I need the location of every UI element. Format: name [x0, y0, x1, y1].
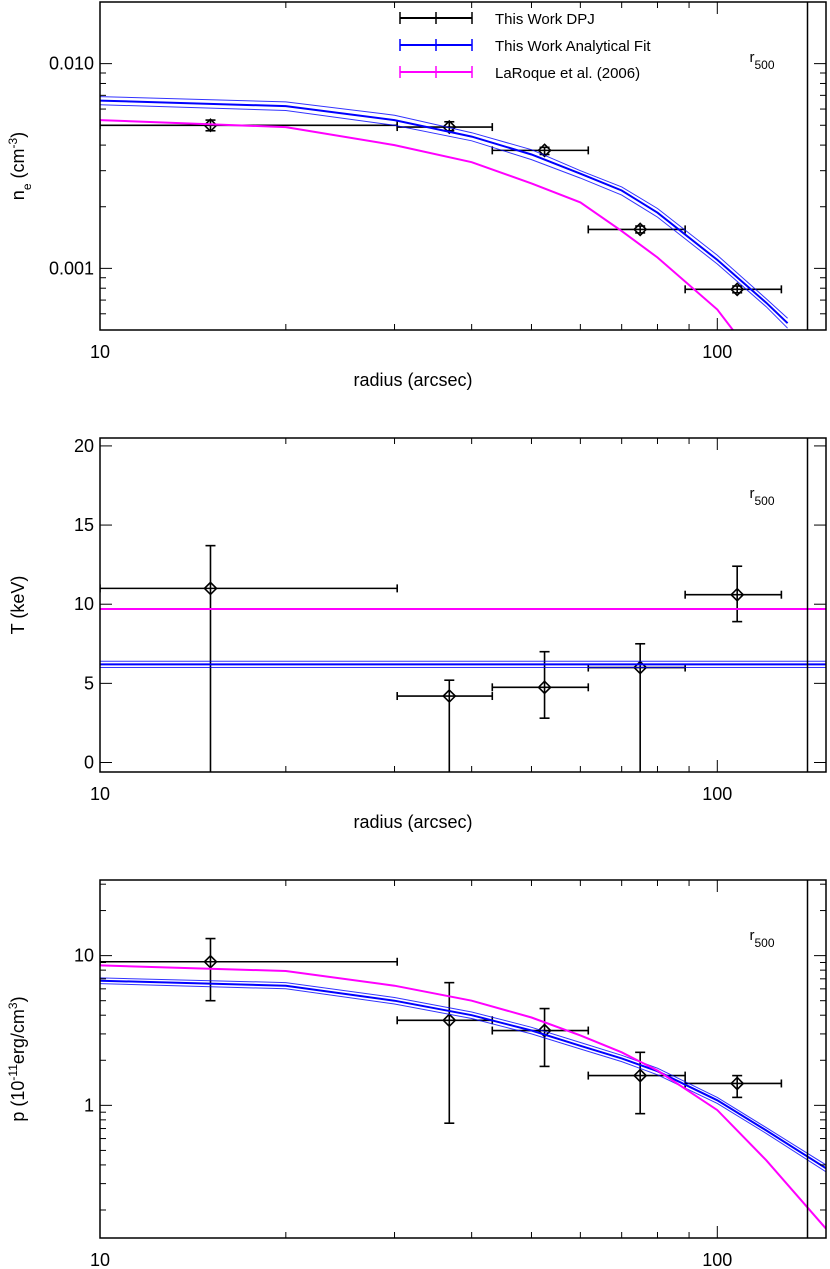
marker	[730, 282, 745, 297]
x-tick-label: 10	[90, 1250, 110, 1269]
model-line	[100, 979, 826, 1170]
y-tick-label: 10	[74, 594, 94, 614]
marker	[537, 143, 552, 158]
marker	[633, 1068, 648, 1083]
y-axis-label-part: (cm	[8, 148, 28, 183]
fit-band-lower	[100, 983, 826, 1173]
plot-frame	[99, 1, 827, 331]
y-axis-label-part: -11	[6, 1064, 20, 1081]
y-axis-label-part: p (10	[8, 1081, 28, 1122]
x-tick-label: 100	[702, 1250, 732, 1269]
x-tick-label: 100	[702, 784, 732, 804]
y-axis-label-part: )	[8, 996, 28, 1002]
y-tick-label: 0	[84, 753, 94, 773]
plot-frame	[99, 879, 827, 1239]
y-tick-label: 20	[74, 436, 94, 456]
x-tick-label: 10	[90, 342, 110, 362]
model-line	[100, 119, 734, 330]
marker	[633, 660, 648, 675]
marker	[442, 119, 457, 135]
y-axis-label-part: -3	[6, 137, 20, 148]
x-axis-label: radius (arcsec)	[353, 812, 472, 832]
r500-label-part: 500	[755, 58, 775, 72]
r500-label: r500	[750, 49, 775, 72]
y-tick-label: 0.001	[49, 258, 94, 278]
r500-label-part: r	[750, 49, 755, 66]
panel: 10 100 0.001 0.010 r500 radius (arcsec) ne (cm…	[6, 1, 827, 390]
panel: 10 100 0 5 10 15 20 r500 radius (arcsec) T (keV)	[8, 436, 827, 832]
y-axis-label: T (keV)	[8, 576, 28, 635]
x-axis-label: radius (arcsec)	[353, 370, 472, 390]
plot-area	[100, 937, 826, 1230]
model-line	[100, 99, 789, 324]
data-point	[491, 1007, 590, 1068]
y-tick-label: 15	[74, 515, 94, 535]
legend-label: This Work Analytical Fit	[495, 38, 651, 55]
y-axis-label-part: e	[20, 183, 34, 190]
data-point	[396, 981, 494, 1124]
marker	[633, 222, 648, 237]
y-axis-label-part: )	[8, 132, 28, 138]
r500-label-part: 500	[755, 494, 775, 508]
r500-label-part: 500	[755, 936, 775, 950]
r500-label-part: r	[750, 485, 755, 502]
y-tick-label: 10	[74, 946, 94, 966]
data-point	[396, 679, 494, 772]
legend-label: This Work DPJ	[495, 11, 595, 28]
y-axis-label-part: erg/cm	[8, 1009, 28, 1064]
data-point	[587, 222, 686, 237]
plot-area	[100, 544, 826, 772]
marker	[442, 1013, 457, 1028]
data-point	[587, 1051, 686, 1115]
data-point	[100, 544, 398, 772]
data-point	[491, 650, 590, 719]
x-tick-label: 100	[702, 342, 732, 362]
legend-label: LaRoque et al. (2006)	[495, 65, 640, 82]
y-tick-label: 0.010	[49, 54, 94, 74]
marker	[203, 581, 218, 596]
marker	[442, 688, 457, 704]
y-tick-label: 5	[84, 673, 94, 693]
fit-band-upper	[100, 96, 788, 319]
data-point	[491, 143, 590, 158]
x-tick-label: 10	[90, 784, 110, 804]
data-point	[684, 282, 783, 297]
marker	[537, 1023, 552, 1038]
y-axis-label-part: 3	[6, 1002, 20, 1009]
y-tick-label: 1	[84, 1095, 94, 1115]
panel: 10100110r500radius (arcsec)p (10-11erg/c…	[6, 879, 827, 1269]
y-axis-label-part: T (keV)	[8, 576, 28, 635]
plot-area	[100, 96, 789, 330]
plot-frame	[99, 437, 827, 773]
data-point	[684, 565, 783, 623]
marker	[730, 1076, 745, 1091]
fit-band-lower	[100, 104, 788, 329]
r500-label: r500	[750, 927, 775, 950]
y-axis-label: p (10-11erg/cm3)	[6, 996, 28, 1121]
marker	[537, 680, 552, 695]
y-axis-label-part: n	[8, 190, 28, 200]
r500-label: r500	[750, 485, 775, 508]
fit-band-upper	[100, 977, 826, 1166]
model-line	[100, 964, 826, 1230]
marker	[730, 587, 745, 602]
r500-label-part: r	[750, 927, 755, 944]
data-point	[100, 937, 398, 1002]
data-point	[684, 1074, 783, 1099]
y-axis-label: ne (cm-3)	[6, 132, 34, 200]
